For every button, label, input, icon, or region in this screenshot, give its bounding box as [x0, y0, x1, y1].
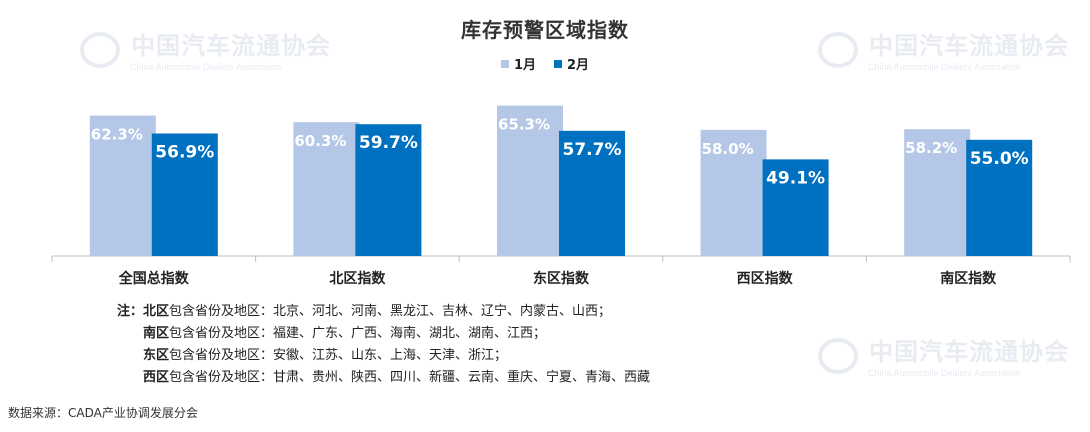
bar-value-label: 58.2%	[905, 139, 957, 157]
bar-value-label: 59.7%	[359, 133, 418, 153]
note-region: 西区	[143, 370, 170, 385]
bar-feb	[559, 130, 625, 256]
chart-legend: 1月 2月	[0, 54, 1090, 73]
bar-jan	[89, 115, 156, 257]
bar-value-label: 57.7%	[563, 140, 622, 160]
note-text: 包含省份及地区：甘肃、贵州、陕西、四川、新疆、云南、重庆、宁夏、青海、西藏	[169, 370, 651, 385]
watermark-text: 中国汽车流通协会	[869, 337, 1070, 366]
bar-value-label: 49.1%	[766, 168, 825, 188]
x-tick-label: 全国总指数	[118, 270, 190, 287]
bar-jan	[904, 129, 971, 256]
note-text: 包含省份及地区：福建、广东、广西、海南、湖北、湖南、江西；	[169, 326, 547, 341]
bar-value-label: 55.0%	[970, 149, 1029, 169]
region-notes: 注：北区包含省份及地区：北京、河北、河南、黑龙江、吉林、辽宁、内蒙古、山西； 南…	[93, 301, 650, 389]
x-tick-label: 南区指数	[940, 270, 997, 287]
chart-title: 库存预警区域指数	[461, 18, 629, 42]
note-row-east: 东区包含省份及地区：安徽、江苏、山东、上海、天津、浙江；	[93, 345, 650, 367]
bar-value-label: 56.9%	[155, 142, 214, 162]
legend-label-feb: 2月	[567, 58, 590, 73]
legend-swatch-feb	[554, 59, 562, 68]
bar-jan	[700, 129, 767, 256]
cada-logo-icon	[818, 337, 858, 374]
bar-jan	[293, 122, 360, 256]
legend-item-feb: 2月	[554, 54, 589, 73]
bar-value-label: 65.3%	[498, 116, 550, 134]
legend-swatch-jan	[500, 59, 509, 68]
bar-feb	[966, 139, 1033, 256]
bar-value-label: 58.0%	[702, 140, 754, 158]
x-tick-label: 西区指数	[737, 270, 794, 287]
x-tick-label: 北区指数	[329, 270, 386, 287]
note-prefix: 注：	[116, 304, 143, 319]
bar-feb	[355, 124, 422, 256]
note-row-north: 注：北区包含省份及地区：北京、河北、河南、黑龙江、吉林、辽宁、内蒙古、山西；	[93, 301, 650, 323]
note-text: 包含省份及地区：北京、河北、河南、黑龙江、吉林、辽宁、内蒙古、山西；	[169, 304, 612, 319]
bar-feb	[762, 159, 829, 256]
bar-feb	[151, 133, 218, 256]
bar-value-label: 60.3%	[294, 132, 346, 150]
data-source: 数据来源：CADA产业协调发展分会	[8, 406, 198, 420]
note-text: 包含省份及地区：安徽、江苏、山东、上海、天津、浙江；	[169, 348, 508, 363]
note-region: 南区	[143, 326, 170, 341]
bar-chart: 62.3% 56.9% 全国总指数 60.3% 59.7% 北区指数 65.3% 57.7% 东…	[51, 105, 1071, 287]
watermark-bottom-right: 中国汽车流通协会 China Automobile Dealers Associ…	[818, 332, 1069, 378]
note-row-west: 西区包含省份及地区：甘肃、贵州、陕西、四川、新疆、云南、重庆、宁夏、青海、西藏	[93, 367, 650, 389]
note-region: 北区	[143, 304, 170, 319]
bar-value-label: 62.3%	[91, 126, 143, 144]
bar-jan	[497, 105, 563, 256]
watermark-subtext: China Automobile Dealers Association	[868, 367, 1021, 378]
legend-item-jan: 1月	[500, 54, 536, 73]
note-row-south: 南区包含省份及地区：福建、广东、广西、海南、湖北、湖南、江西；	[93, 323, 650, 345]
note-region: 东区	[143, 348, 170, 363]
legend-label-jan: 1月	[513, 58, 536, 73]
x-tick-label: 东区指数	[533, 270, 590, 287]
